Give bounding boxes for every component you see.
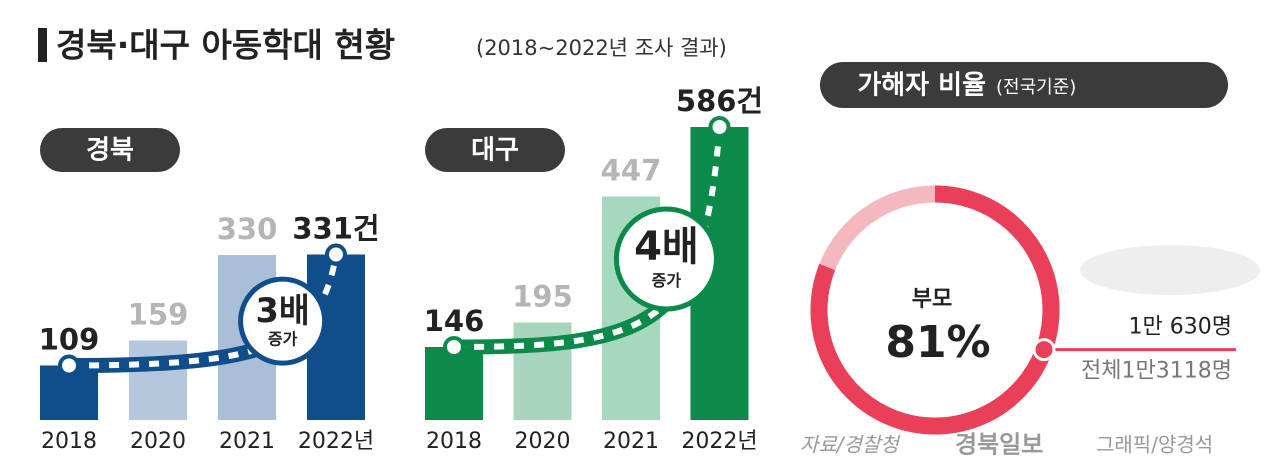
- badge: [613, 206, 719, 312]
- value-label: 159: [128, 298, 189, 332]
- x-tick-label: 2020: [130, 429, 186, 454]
- value-label: 586건: [676, 84, 763, 118]
- shadow: [1080, 245, 1260, 295]
- x-tick-label: 2018: [41, 429, 97, 454]
- x-tick-label: 2020: [515, 429, 571, 454]
- subtitle: (2018~2022년 조사 결과): [476, 36, 727, 60]
- badge-value: 4배: [634, 224, 699, 270]
- chart-subtitle: (전국기준): [996, 77, 1076, 98]
- bar: [129, 340, 187, 420]
- donut-label: 부모: [912, 287, 952, 312]
- trend-dash: [453, 126, 723, 350]
- title-marker: [38, 28, 47, 62]
- chart-title: 가해자 비율: [857, 71, 986, 101]
- publisher: 경북일보: [955, 430, 1043, 459]
- value-label: 109: [39, 323, 100, 357]
- pill: [40, 128, 180, 172]
- badge-sub: 증가: [652, 271, 682, 290]
- total-label: 전체1만3118명: [1081, 359, 1232, 384]
- trend-end: [325, 243, 347, 266]
- donut-value: 81%: [885, 317, 990, 368]
- value-label: 195: [512, 280, 573, 314]
- bar: [425, 347, 483, 420]
- source: 자료/경찰청: [800, 433, 901, 457]
- pill: [820, 62, 1228, 108]
- x-tick-label: 2021: [219, 429, 275, 454]
- value-label: 330: [217, 212, 278, 246]
- value-label: 331건: [292, 212, 379, 246]
- chart-title: 대구: [471, 136, 519, 166]
- trend-end: [708, 116, 731, 138]
- badge-sub: 증가: [268, 330, 298, 349]
- x-tick-label: 2018: [426, 429, 482, 454]
- x-tick-label: 2022년: [298, 429, 374, 454]
- chart-title: 경북: [86, 136, 134, 166]
- count-label: 1만 630명: [1129, 315, 1232, 340]
- trend-start: [443, 336, 465, 358]
- pill: [425, 128, 565, 172]
- badge-value: 3배: [255, 291, 309, 330]
- title: 경북·대구 아동학대 현황: [56, 26, 395, 65]
- value-label: 447: [601, 154, 662, 188]
- donut-arc: [810, 185, 1060, 435]
- pointer-dot: [1032, 338, 1056, 362]
- x-tick-label: 2021: [603, 429, 659, 454]
- trend-start: [58, 354, 80, 377]
- credit: 그래픽/양경석: [1096, 433, 1213, 457]
- x-tick-label: 2022년: [681, 429, 757, 454]
- value-label: 146: [424, 304, 485, 338]
- badge: [238, 276, 328, 366]
